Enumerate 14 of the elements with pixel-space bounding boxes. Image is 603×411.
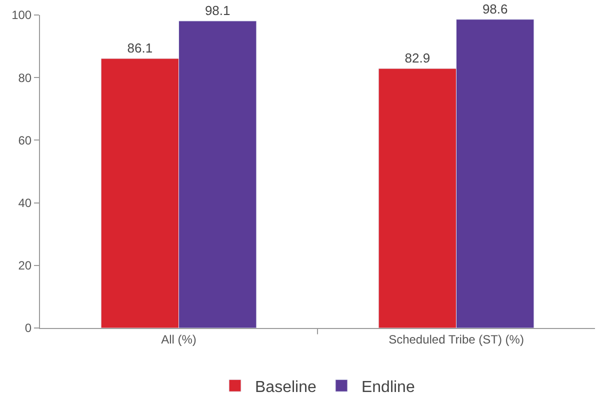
legend-label: Endline [361,378,415,396]
legend-label: Baseline [255,378,316,396]
data-label: 98.6 [482,1,508,16]
data-label: 82.9 [404,50,430,66]
y-tick-label: 20 [18,258,32,273]
data-label: 98.1 [204,2,230,18]
y-tick-label: 80 [18,70,32,85]
y-tick-label: 0 [24,321,32,336]
y-tick-label: 40 [18,196,32,210]
y-tick-label: 100 [12,8,32,22]
x-tick-label: All (%) [161,332,196,346]
data-label: 86.1 [127,40,153,56]
y-tick-label: 60 [18,133,32,148]
x-tick-label: Scheduled Tribe (ST) (%) [388,332,524,346]
